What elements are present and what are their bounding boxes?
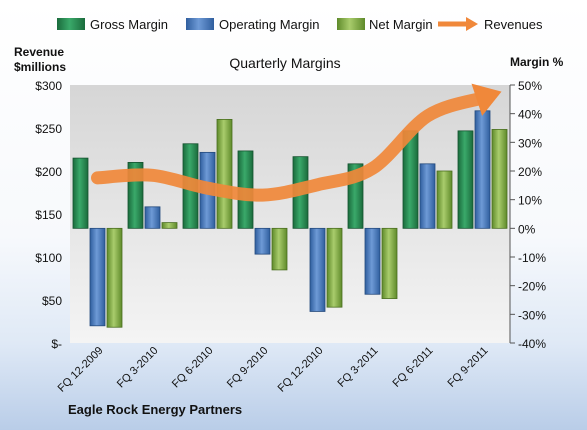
category-label: FQ 12-2010 [276, 345, 326, 395]
revenue-arrowhead [471, 83, 502, 116]
right-tick-label: 20% [518, 165, 542, 179]
bar-operating-margin [364, 227, 381, 295]
right-tick-label: 40% [518, 108, 542, 122]
right-axis: 50% 40% 30% 20% 10% 0% -10% -20% -30% -40% [509, 79, 546, 351]
company-name: Eagle Rock Energy Partners [68, 402, 242, 417]
left-axis-label-line1: Revenue [14, 45, 64, 59]
revenue-line-group [91, 83, 502, 202]
right-tick-label: 30% [518, 136, 542, 150]
bar-net-margin [106, 227, 123, 328]
bar-gross-margin [72, 157, 89, 229]
right-tick-label: -20% [518, 280, 546, 294]
bar-net-margin [161, 222, 178, 229]
left-tick-label: $300 [35, 79, 62, 93]
legend-swatch-operating-margin [186, 18, 214, 30]
left-tick-label: $200 [35, 165, 62, 179]
category-label: FQ 6-2011 [391, 345, 436, 390]
revenue-line [91, 91, 489, 202]
legend-label-gross-margin: Gross Margin [90, 17, 168, 32]
category-label: FQ 3-2011 [336, 345, 381, 390]
left-tick-label: $100 [35, 251, 62, 265]
legend-swatch-revenues [438, 17, 478, 31]
legend-swatch-net-margin [337, 18, 365, 30]
category-label: FQ 9-2011 [446, 345, 491, 390]
bar-operating-margin [144, 206, 161, 229]
bar-operating-margin [309, 227, 326, 312]
bar-operating-margin [474, 110, 491, 229]
left-axis-label-line2: $millions [14, 60, 66, 74]
left-axis: $300 $250 $200 $150 $100 $50 $- [35, 79, 62, 351]
bar-gross-margin [457, 130, 474, 229]
category-label: FQ 6-2010 [170, 345, 216, 391]
left-tick-label: $150 [35, 208, 62, 222]
right-tick-label: -10% [518, 251, 546, 265]
legend: Gross Margin Operating Margin Net Margin… [57, 17, 543, 32]
bar-net-margin [491, 129, 508, 229]
bar-operating-margin [254, 227, 271, 255]
bar-net-margin [381, 227, 398, 299]
category-label: FQ 9-2010 [225, 345, 271, 391]
right-axis-label: Margin % [510, 55, 564, 69]
bar-net-margin [436, 170, 453, 229]
right-tick-label: -40% [518, 337, 546, 351]
left-tick-label: $250 [35, 122, 62, 136]
right-tick-label: 50% [518, 79, 542, 93]
category-label: FQ 3-2010 [115, 345, 161, 391]
legend-swatch-gross-margin [57, 18, 85, 30]
right-tick-label: -30% [518, 308, 546, 322]
chart-title: Quarterly Margins [229, 55, 340, 71]
bar-net-margin [216, 119, 233, 229]
category-labels: FQ 12-2009 FQ 3-2010 FQ 6-2010 FQ 9-2010 FQ … [56, 345, 491, 395]
legend-label-operating-margin: Operating Margin [219, 17, 319, 32]
bar-operating-margin [419, 163, 436, 229]
category-label: FQ 12-2009 [56, 345, 106, 395]
bar-net-margin [271, 227, 288, 271]
bar-operating-margin [89, 227, 106, 327]
right-tick-label: 0% [518, 222, 536, 236]
bar-net-margin [326, 227, 343, 308]
right-tick-label: 10% [518, 194, 542, 208]
legend-label-revenues: Revenues [484, 17, 543, 32]
left-tick-label: $50 [42, 294, 62, 308]
legend-label-net-margin: Net Margin [369, 17, 433, 32]
left-tick-label: $- [51, 337, 62, 351]
